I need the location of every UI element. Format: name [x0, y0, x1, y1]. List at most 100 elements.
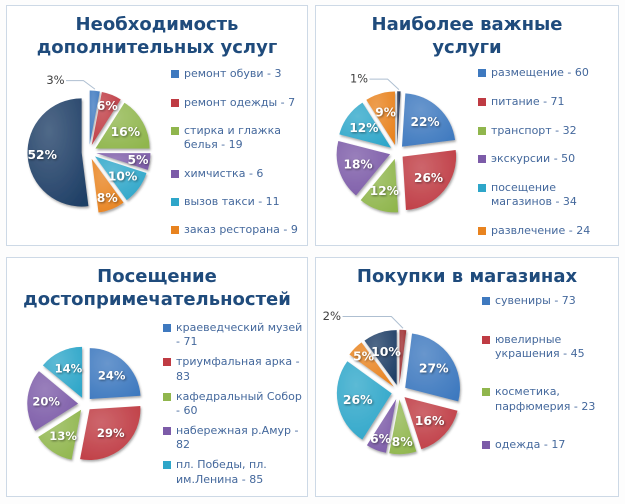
leader-line: [369, 79, 400, 91]
legend-item: размещение - 60: [478, 66, 616, 80]
chart-body: 3% 6% 16% 5% 10% 8% 52% ремонт обуви - 3 ремонт…: [7, 60, 307, 245]
legend-item: косметика, парфюмерия - 23: [482, 385, 616, 414]
slice-label-outside: 3%: [46, 73, 64, 87]
legend-swatch: [482, 335, 490, 344]
legend-item: развлечение - 24: [478, 224, 616, 238]
pie-slice: [364, 330, 397, 386]
slice-label: 16%: [415, 413, 445, 428]
pie-slice: [89, 348, 141, 399]
legend-label: ювелирные украшения - 45: [495, 332, 585, 361]
legend-item: экскурсии - 50: [478, 152, 616, 166]
pie-chart-additional-services: 3% 6% 16% 5% 10% 8% 52%: [7, 63, 171, 241]
chart-title: Необходимость дополнительных услуг: [36, 14, 278, 59]
legend-item: ювелирные украшения - 45: [482, 333, 616, 362]
legend-label: посещение магазинов - 34: [491, 181, 577, 209]
legend-label: вызов такси - 11: [184, 194, 280, 208]
legend-item: заказ ресторана - 9: [171, 223, 303, 237]
pie-slice: [27, 98, 89, 207]
pie-chart-important-services: 1% 22% 26% 12% 18% 12% 9%: [316, 68, 478, 236]
legend-label: набережная р.Амур - 82: [176, 423, 299, 452]
pie-slice: [399, 329, 407, 385]
pie-chart-attractions: 24% 29% 13% 20% 14%: [7, 327, 163, 481]
panel-additional-services: Необходимость дополнительных услуг 3% 6% 1…: [6, 5, 308, 246]
leader-line: [66, 80, 96, 90]
chart-legend: размещение - 60 питание - 71 транспорт - 3…: [478, 66, 616, 238]
panel-shopping: Покупки в магазинах 2% 27% 16% 8% 6% 26% 5% 10%…: [315, 257, 619, 497]
slice-label: 5%: [128, 153, 149, 167]
pie-slice: [80, 405, 141, 460]
pie-slice: [366, 399, 397, 453]
slice-label: 26%: [343, 392, 373, 407]
pie-slice: [401, 93, 456, 148]
legend-label: химчистка - 6: [184, 166, 264, 180]
slice-label: 6%: [97, 99, 118, 113]
chart-title: Покупки в магазинах: [356, 266, 578, 287]
pie-slice: [339, 102, 392, 149]
legend-item: транспорт - 32: [478, 124, 616, 138]
pie-slice: [349, 342, 394, 387]
pie-slice: [402, 150, 457, 211]
legend-swatch: [478, 69, 486, 78]
legend-swatch: [171, 70, 179, 79]
pie-svg: 2% 27% 16%8%6% 26% 5%10%: [323, 309, 460, 455]
legend-label: пл. Победы, пл. им.Ленина - 85: [176, 458, 267, 486]
pie-slice: [336, 141, 391, 196]
legend-swatch: [478, 155, 486, 164]
slice-label-outside: 1%: [350, 72, 368, 86]
slice-label: 12%: [370, 184, 399, 198]
slice-label: 6%: [370, 431, 392, 446]
legend-item: питание - 71: [478, 95, 616, 109]
chart-legend: сувениры - 73 ювелирные украшения - 45 кос…: [482, 294, 616, 452]
slice-label: 12%: [349, 121, 378, 135]
legend-swatch: [482, 297, 490, 306]
pie-slice: [404, 397, 458, 450]
legend-item: ремонт одежды - 7: [171, 96, 303, 110]
chart-legend: ремонт обуви - 3 ремонт одежды - 7 стирка …: [171, 67, 303, 237]
pie-chart-shopping: 2% 27% 16% 8% 6% 26% 5% 10%: [316, 304, 482, 480]
pie-slice: [91, 159, 124, 213]
legend-label: сувениры - 73: [495, 294, 576, 308]
pie-slice: [42, 346, 83, 398]
legend-item: вызов такси - 11: [171, 195, 303, 209]
pie-svg: 3% 6% 16% 5% 10% 8% 52%: [27, 73, 151, 213]
legend-label: стирка и глажка белья - 19: [184, 123, 281, 152]
slice-label-outside: 2%: [323, 309, 341, 323]
legend-swatch: [163, 461, 171, 470]
legend-label: заказ ресторана - 9: [184, 223, 298, 237]
legend-swatch: [171, 98, 179, 107]
chart-body: 24% 29% 13% 20% 14% краеведческий музей - 71…: [7, 312, 307, 496]
slice-label: 8%: [97, 192, 118, 206]
slice-label: 16%: [111, 126, 140, 140]
slice-label: 27%: [419, 361, 449, 376]
legend-label: косметика, парфюмерия - 23: [495, 385, 596, 413]
slice-label: 24%: [98, 368, 126, 382]
slice-label: 20%: [32, 394, 60, 408]
legend-swatch: [482, 441, 490, 450]
chart-body: 2% 27% 16% 8% 6% 26% 5% 10% сувениры - 73 ювелир…: [316, 288, 618, 496]
legend-label: краеведческий музей - 71: [176, 320, 303, 349]
slice-label: 52%: [27, 148, 56, 162]
legend-swatch: [482, 388, 490, 397]
slice-label: 10%: [108, 170, 137, 184]
pie-svg: 1%22%26%12%18%12%9%: [336, 72, 457, 213]
legend-label: триумфальная арка - 83: [176, 355, 300, 383]
pie-slice: [38, 409, 82, 460]
legend-swatch: [478, 227, 486, 236]
pie-slice: [366, 91, 395, 146]
pie-slice: [360, 159, 399, 213]
slice-label: 26%: [414, 172, 443, 186]
legend-label: кафедральный Собор - 60: [176, 389, 302, 417]
legend-item: посещение магазинов - 34: [478, 181, 616, 210]
chart-title: Наиболее важные услуги: [371, 14, 563, 59]
legend-label: размещение - 60: [491, 66, 589, 80]
panel-attractions: Посещение достопримечательностей 24% 29% 1…: [6, 257, 308, 497]
legend-label: ремонт одежды - 7: [184, 95, 296, 109]
leader-line: [342, 316, 404, 329]
pie-svg: 24% 29% 13% 20% 14%: [27, 346, 141, 460]
legend-label: ремонт обуви - 3: [184, 67, 282, 81]
legend-swatch: [163, 392, 171, 401]
pie-slice: [397, 91, 401, 146]
legend-label: развлечение - 24: [491, 224, 591, 238]
legend-swatch: [171, 226, 179, 235]
legend-swatch: [478, 126, 486, 135]
